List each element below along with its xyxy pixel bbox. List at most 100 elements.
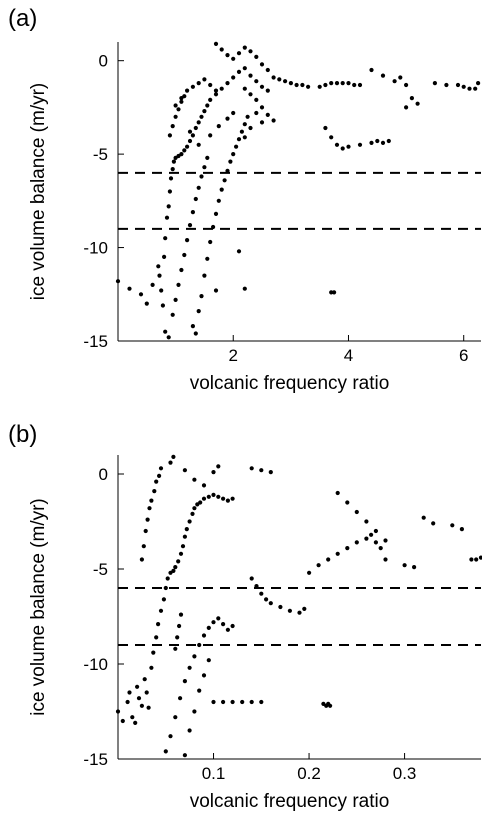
data-point <box>354 540 359 545</box>
data-point <box>201 633 207 638</box>
data-point <box>184 527 189 532</box>
data-point <box>170 167 175 172</box>
data-point <box>115 279 121 284</box>
data-point <box>176 282 181 287</box>
x-tick-label: 0.2 <box>297 764 321 783</box>
data-point <box>398 75 403 80</box>
data-point <box>157 473 162 478</box>
data-point <box>216 494 221 499</box>
data-point <box>202 77 207 82</box>
data-point <box>249 576 254 581</box>
data-point <box>168 734 173 739</box>
data-point <box>369 67 374 73</box>
data-point <box>228 159 233 164</box>
data-point <box>163 749 168 754</box>
data-point <box>474 557 479 562</box>
data-point <box>201 673 207 678</box>
data-point <box>323 125 328 131</box>
data-point <box>178 696 183 701</box>
data-point <box>380 73 386 78</box>
data-point <box>242 45 247 50</box>
data-point <box>187 138 193 144</box>
data-point <box>177 623 182 629</box>
data-point <box>196 185 201 190</box>
data-point <box>144 301 149 306</box>
data-point <box>141 544 146 549</box>
y-tick-label: 0 <box>99 465 108 484</box>
data-point <box>206 658 211 663</box>
data-point <box>125 699 130 705</box>
data-point <box>196 309 201 314</box>
data-point <box>332 290 337 295</box>
data-point <box>185 88 190 93</box>
data-point <box>357 82 363 88</box>
data-point <box>196 142 201 147</box>
data-point <box>205 103 210 108</box>
data-point <box>120 718 125 724</box>
data-point <box>277 77 282 82</box>
y-tick-label: -10 <box>83 655 108 674</box>
data-point <box>225 81 230 86</box>
data-point <box>455 82 461 88</box>
y-tick-label: -5 <box>93 145 108 164</box>
data-point <box>242 286 247 291</box>
data-point <box>476 81 481 86</box>
data-point <box>386 138 391 144</box>
data-point <box>354 509 359 515</box>
x-tick-label: 2 <box>229 346 238 365</box>
data-point <box>242 86 247 91</box>
data-point <box>402 563 407 568</box>
data-point <box>357 142 363 147</box>
data-point <box>167 189 172 194</box>
data-point <box>157 273 162 278</box>
data-point <box>158 466 164 471</box>
x-tick-label: 4 <box>344 346 353 365</box>
data-point <box>182 468 187 473</box>
data-point <box>166 335 171 340</box>
data-point <box>294 82 299 88</box>
data-point <box>254 97 259 102</box>
data-point <box>171 568 176 574</box>
data-point <box>231 110 236 116</box>
data-point <box>147 506 152 511</box>
data-point <box>163 236 168 241</box>
data-point <box>225 627 230 632</box>
data-point <box>160 303 165 308</box>
data-point <box>206 494 211 499</box>
data-point <box>268 470 273 475</box>
data-point <box>152 489 157 494</box>
data-point <box>192 709 197 714</box>
y-tick-label: -15 <box>83 750 108 769</box>
data-point <box>467 86 472 91</box>
data-point <box>373 528 378 534</box>
data-point <box>234 144 239 149</box>
data-point <box>231 152 236 157</box>
data-point <box>202 273 207 278</box>
y-tick-label: -5 <box>93 560 108 579</box>
data-point <box>265 67 270 73</box>
data-point <box>352 82 357 88</box>
data-point <box>264 597 269 602</box>
data-point <box>245 114 250 119</box>
data-point <box>213 88 219 93</box>
data-point <box>168 176 174 181</box>
data-point <box>221 496 226 501</box>
data-point <box>254 110 259 116</box>
data-point <box>151 650 156 655</box>
data-point <box>307 570 312 575</box>
data-point <box>219 47 224 52</box>
data-point <box>187 129 193 134</box>
data-point <box>178 551 184 556</box>
data-point <box>335 551 340 556</box>
data-point <box>364 536 369 541</box>
data-point <box>248 125 253 131</box>
data-point <box>383 557 388 562</box>
data-point <box>145 517 150 522</box>
data-point <box>164 215 170 220</box>
data-point <box>236 249 242 254</box>
data-point <box>221 699 226 705</box>
data-point <box>444 82 449 88</box>
data-point <box>197 688 202 693</box>
y-tick-label: -15 <box>83 332 108 351</box>
